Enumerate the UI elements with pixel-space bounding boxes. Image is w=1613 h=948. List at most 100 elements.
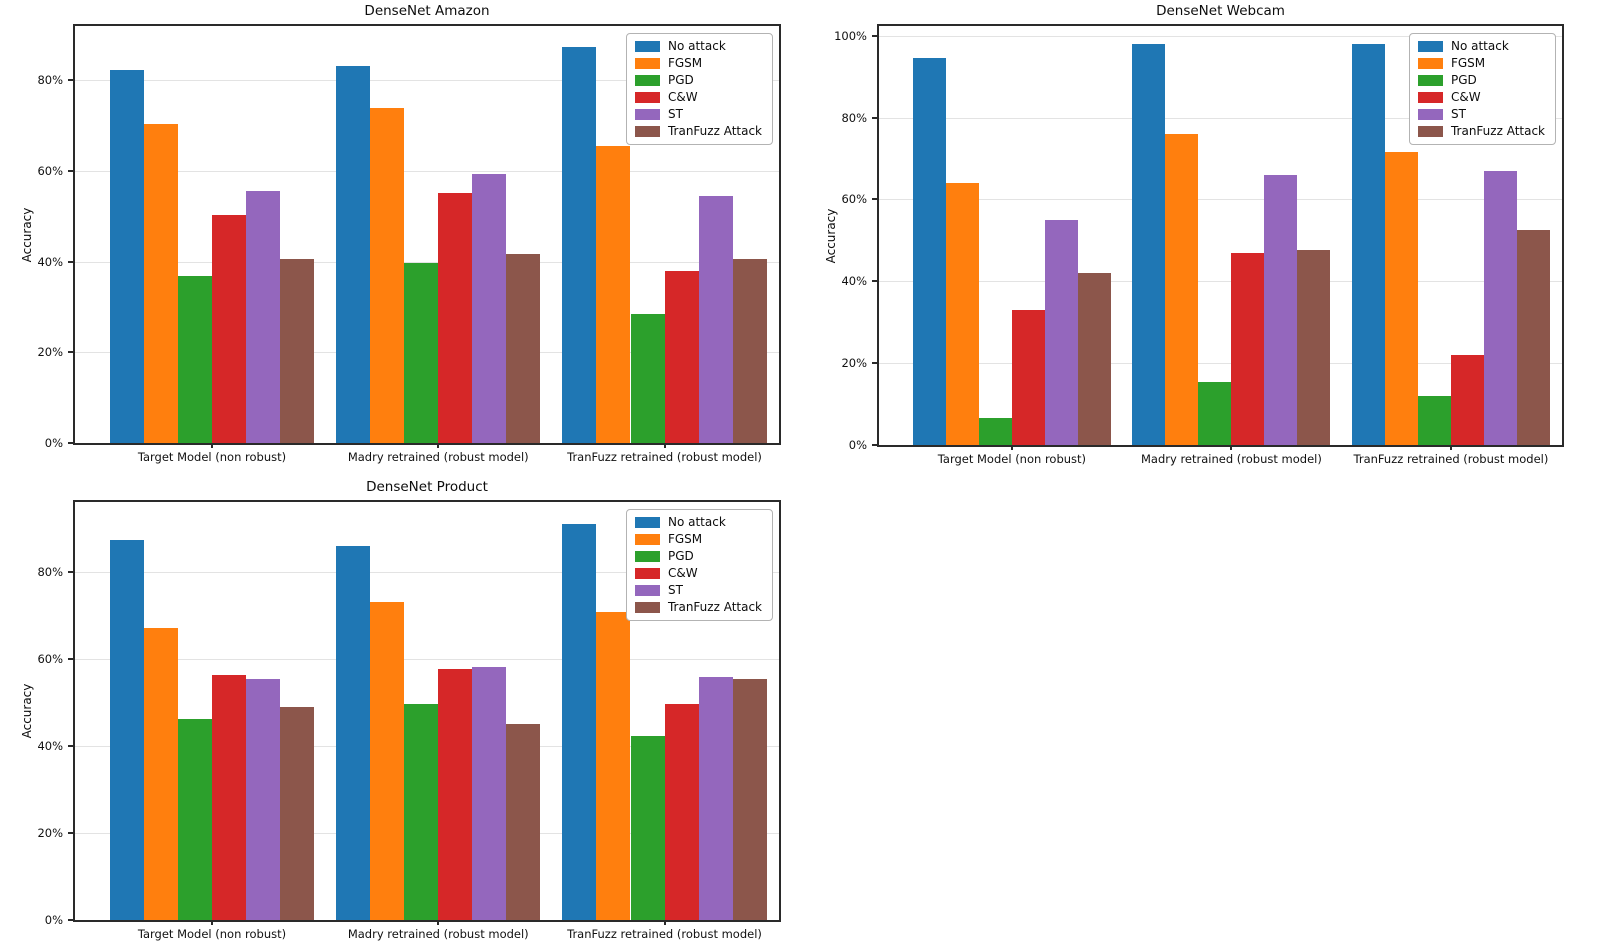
x-tick-mark xyxy=(1010,445,1013,450)
bar-st-group-2 xyxy=(1264,174,1298,445)
bar-fgsm-group-3 xyxy=(1384,152,1418,445)
legend-entry-no-attack: No attack xyxy=(634,40,762,53)
legend-entry-fgsm: FGSM xyxy=(634,533,762,546)
bar-pgd-group-3 xyxy=(1417,395,1451,445)
y-tick-mark xyxy=(872,198,877,201)
x-tick-label-madry-retrained-robust-model: Madry retrained (robust model) xyxy=(347,450,529,464)
y-tick-mark xyxy=(68,351,73,354)
bar-c-w-group-3 xyxy=(664,270,699,443)
legend-swatch-no-attack xyxy=(634,517,660,528)
legend-swatch-fgsm xyxy=(634,534,660,545)
bar-c-w-group-1 xyxy=(211,674,246,920)
y-tick-label-0: 0% xyxy=(44,436,63,450)
bar-c-w-group-3 xyxy=(1450,354,1484,445)
legend-label-c-w: C&W xyxy=(667,90,698,104)
bar-c-w-group-3 xyxy=(664,704,699,920)
y-tick-label-60: 60% xyxy=(841,192,867,207)
legend-swatch-pgd xyxy=(634,75,660,86)
legend-label-no-attack: No attack xyxy=(1450,39,1509,53)
bar-tranfuzz-attack-group-2 xyxy=(1297,249,1331,445)
legend-entry-fgsm: FGSM xyxy=(1417,57,1545,70)
x-tick-label-madry-retrained-robust-model: Madry retrained (robust model) xyxy=(347,927,529,941)
x-tick-label-tranfuzz-retrained-robust-model: TranFuzz retrained (robust model) xyxy=(567,450,762,464)
x-tick-label-target-model-non-robust: Target Model (non robust) xyxy=(937,452,1087,466)
legend-label-fgsm: FGSM xyxy=(667,56,703,70)
y-tick-label-40: 40% xyxy=(841,274,867,289)
legend-entry-c-w: C&W xyxy=(634,90,762,104)
y-tick-label-20: 20% xyxy=(37,345,63,360)
bar-c-w-group-1 xyxy=(1011,309,1045,445)
gridline-80 xyxy=(879,117,1562,119)
legend-swatch-fgsm xyxy=(1417,58,1443,69)
y-tick-mark xyxy=(872,34,877,37)
legend: No attack FGSM PGD C&W ST TranFuzz Attack xyxy=(625,509,773,621)
bar-fgsm-group-2 xyxy=(370,602,405,920)
legend-entry-fgsm: FGSM xyxy=(634,56,762,70)
legend-swatch-tranfuzz-attack xyxy=(1417,126,1443,137)
y-axis-label: Accuracy xyxy=(20,683,34,739)
legend-label-c-w: C&W xyxy=(667,566,698,580)
legend-entry-c-w: C&W xyxy=(634,566,762,580)
y-tick-label-60: 60% xyxy=(37,164,63,179)
bar-no-attack-group-2 xyxy=(336,545,371,920)
bar-no-attack-group-3 xyxy=(562,47,597,443)
x-tick-mark xyxy=(210,920,213,925)
y-tick-mark xyxy=(68,170,73,173)
gridline-60 xyxy=(75,171,779,173)
bar-tranfuzz-attack-group-3 xyxy=(732,679,767,920)
legend-swatch-tranfuzz-attack xyxy=(634,126,660,137)
chart-densenet-product: DenseNet Product Accuracy No attack FGSM P… xyxy=(0,479,790,948)
bar-st-group-1 xyxy=(246,190,281,443)
bar-pgd-group-1 xyxy=(978,418,1012,445)
bar-fgsm-group-3 xyxy=(596,611,631,920)
y-tick-label-40: 40% xyxy=(37,738,63,753)
chart-densenet-webcam: DenseNet Webcam Accuracy No attack FGSM PG… xyxy=(785,0,1613,478)
y-axis-label: Accuracy xyxy=(824,208,838,263)
gridline-80 xyxy=(75,571,779,573)
bar-pgd-group-3 xyxy=(630,314,665,443)
gridline-100 xyxy=(879,35,1562,37)
x-tick-label-tranfuzz-retrained-robust-model: TranFuzz retrained (robust model) xyxy=(567,927,762,941)
bar-no-attack-group-1 xyxy=(912,58,946,445)
x-tick-label-target-model-non-robust: Target Model (non robust) xyxy=(137,927,287,941)
y-tick-mark xyxy=(872,362,877,365)
legend-label-tranfuzz-attack: TranFuzz Attack xyxy=(667,600,762,614)
legend-entry-st: ST xyxy=(634,108,762,121)
bar-c-w-group-2 xyxy=(438,668,473,920)
bar-st-group-2 xyxy=(472,667,507,920)
legend-swatch-st xyxy=(1417,109,1443,120)
legend-label-st: ST xyxy=(1450,107,1466,121)
y-tick-mark xyxy=(68,657,73,660)
bar-c-w-group-1 xyxy=(211,215,246,443)
bar-tranfuzz-attack-group-3 xyxy=(1516,230,1550,445)
bar-no-attack-group-1 xyxy=(109,69,144,443)
y-tick-mark xyxy=(872,280,877,283)
legend-entry-no-attack: No attack xyxy=(1417,39,1545,53)
bar-st-group-3 xyxy=(698,196,733,443)
bar-fgsm-group-2 xyxy=(1165,134,1199,445)
x-tick-mark xyxy=(210,443,213,448)
y-tick-mark xyxy=(68,744,73,747)
legend-entry-c-w: C&W xyxy=(1417,91,1545,104)
x-tick-label-target-model-non-robust: Target Model (non robust) xyxy=(137,450,287,464)
legend-swatch-st xyxy=(634,585,660,596)
bar-st-group-1 xyxy=(246,678,281,920)
legend-swatch-pgd xyxy=(634,551,660,562)
y-tick-mark xyxy=(68,570,73,573)
x-tick-mark xyxy=(437,920,440,925)
legend-entry-tranfuzz-attack: TranFuzz Attack xyxy=(1417,125,1545,138)
bar-st-group-3 xyxy=(698,677,733,920)
y-tick-label-0: 0% xyxy=(44,913,63,927)
legend-entry-no-attack: No attack xyxy=(634,516,762,529)
bar-pgd-group-2 xyxy=(404,703,439,920)
x-tick-mark xyxy=(663,443,666,448)
bar-c-w-group-2 xyxy=(1231,252,1265,445)
plot-area: No attack FGSM PGD C&W ST TranFuzz Attack xyxy=(877,24,1564,447)
legend-label-pgd: PGD xyxy=(1450,73,1477,87)
bar-pgd-group-2 xyxy=(404,263,439,443)
bar-tranfuzz-attack-group-2 xyxy=(506,724,541,920)
gridline-20 xyxy=(879,363,1562,365)
legend-entry-tranfuzz-attack: TranFuzz Attack xyxy=(634,600,762,614)
legend-entry-pgd: PGD xyxy=(634,74,762,87)
